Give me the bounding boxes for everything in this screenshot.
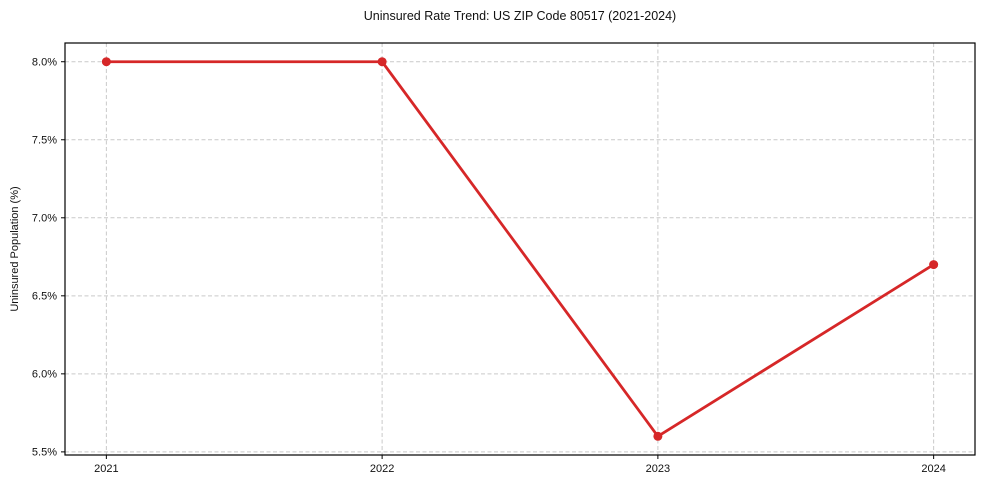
data-point — [101, 57, 111, 67]
data-point — [653, 431, 663, 441]
plot-border — [64, 42, 976, 456]
x-tick-label: 2024 — [921, 463, 945, 475]
x-tick-label: 2022 — [370, 463, 394, 475]
trend-line — [104, 60, 936, 438]
x-tick-label: 2023 — [646, 463, 670, 475]
data-point — [929, 260, 939, 270]
y-tick-label: 7.5% — [32, 135, 57, 147]
x-tick-label: 2021 — [94, 463, 118, 475]
y-tick-label: 6.0% — [32, 369, 57, 381]
chart-title: Uninsured Rate Trend: US ZIP Code 80517 … — [363, 9, 677, 23]
y-tick-label: 7.0% — [32, 213, 57, 225]
y-tick-label: 6.5% — [32, 291, 57, 303]
y-tick-label: 8.0% — [32, 57, 57, 69]
data-point — [377, 57, 387, 67]
y-tick-label: 5.5% — [32, 447, 57, 459]
